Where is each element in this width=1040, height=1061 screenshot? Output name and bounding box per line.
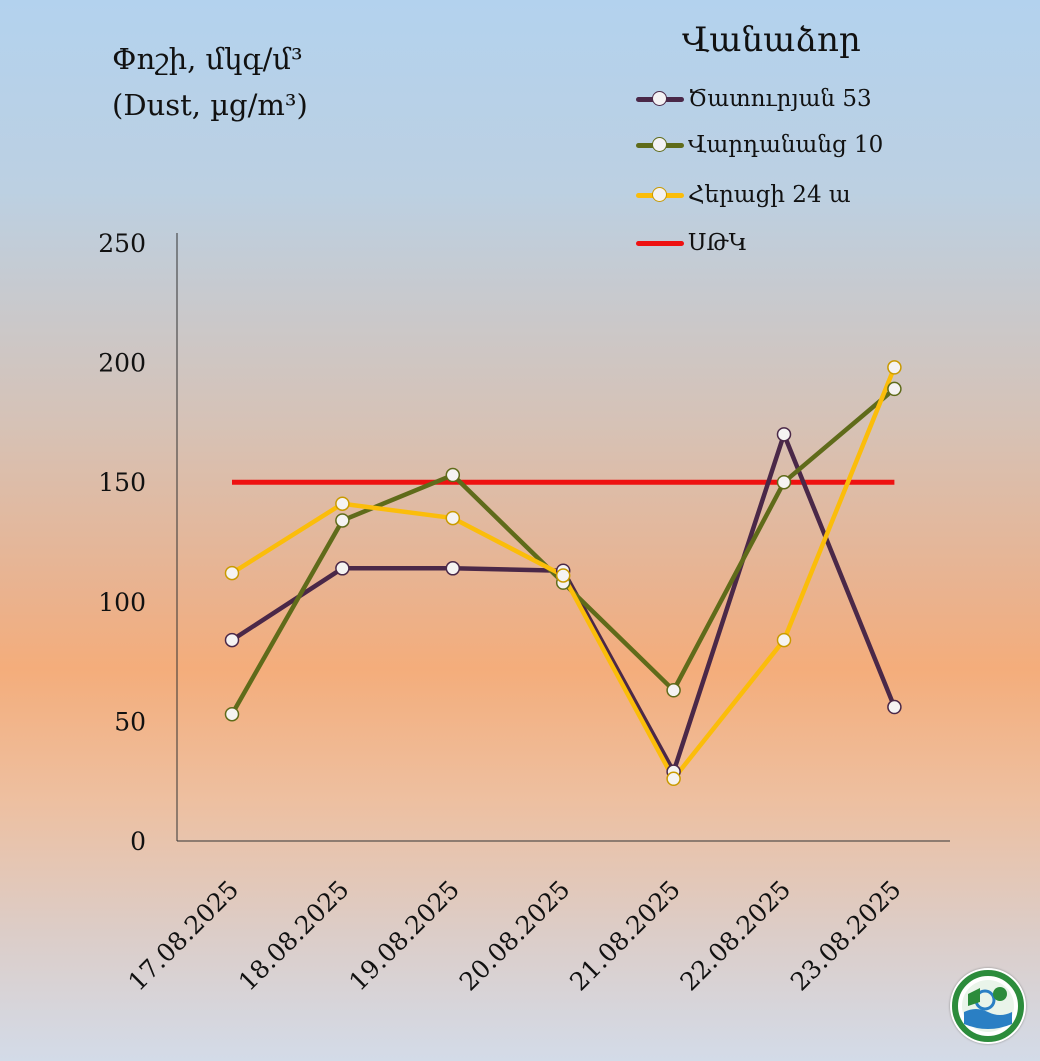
legend-label: Ծատուրյան 53 — [688, 86, 872, 112]
y-tick-label: 200 — [98, 349, 146, 378]
y-tick-label: 150 — [98, 468, 146, 497]
x-tick-label: 17.08.2025 — [123, 875, 245, 997]
legend-item-series-2: Վարդանանց 10 — [636, 132, 883, 158]
x-tick-label: 21.08.2025 — [564, 875, 686, 997]
data-point — [445, 561, 461, 576]
x-tick-label: 18.08.2025 — [233, 875, 355, 997]
legend-item-series-3: Հերացի 24 ա — [636, 182, 851, 208]
data-point — [224, 565, 240, 581]
logo-emblem-icon — [952, 970, 1024, 1042]
y-tick-label: 0 — [130, 827, 146, 856]
data-point — [224, 706, 240, 722]
x-tick-label: 19.08.2025 — [343, 875, 465, 997]
data-point — [335, 561, 350, 576]
legend-item-threshold: ՍԹԿ — [636, 230, 747, 256]
data-point — [445, 467, 461, 483]
chart-title: Փոշի, մկգ/մ³ (Dust, µg/m³) — [112, 36, 308, 128]
series-line-1 — [230, 432, 897, 774]
data-point — [666, 683, 681, 698]
x-tick-label: 22.08.2025 — [675, 875, 797, 997]
y-tick-label: 100 — [98, 588, 146, 617]
organization-logo — [950, 968, 1026, 1044]
data-point — [887, 360, 902, 375]
data-point — [887, 381, 902, 397]
data-point — [445, 510, 461, 526]
legend-title: Վանաձոր — [682, 20, 861, 60]
legend-label: Վարդանանց 10 — [688, 132, 884, 158]
legend-label: Հերացի 24 ա — [688, 182, 851, 208]
data-point — [666, 771, 681, 787]
data-point — [335, 496, 350, 511]
series-line-2 — [230, 387, 896, 716]
data-point — [776, 427, 792, 442]
data-point — [555, 568, 571, 583]
title-line-2: (Dust, µg/m³) — [112, 88, 308, 122]
data-point — [776, 632, 792, 648]
y-tick-label: 50 — [114, 707, 146, 736]
data-point — [887, 699, 902, 715]
data-point — [776, 474, 792, 490]
legend-item-series-1: Ծատուրյան 53 — [636, 86, 872, 112]
x-tick-label: 23.08.2025 — [785, 875, 907, 997]
data-point — [224, 632, 240, 648]
y-tick-label: 250 — [98, 229, 146, 258]
data-point — [335, 513, 350, 528]
legend-label: ՍԹԿ — [688, 230, 748, 256]
title-line-1: Փոշի, մկգ/մ³ — [112, 42, 303, 76]
x-tick-label: 20.08.2025 — [454, 875, 576, 997]
